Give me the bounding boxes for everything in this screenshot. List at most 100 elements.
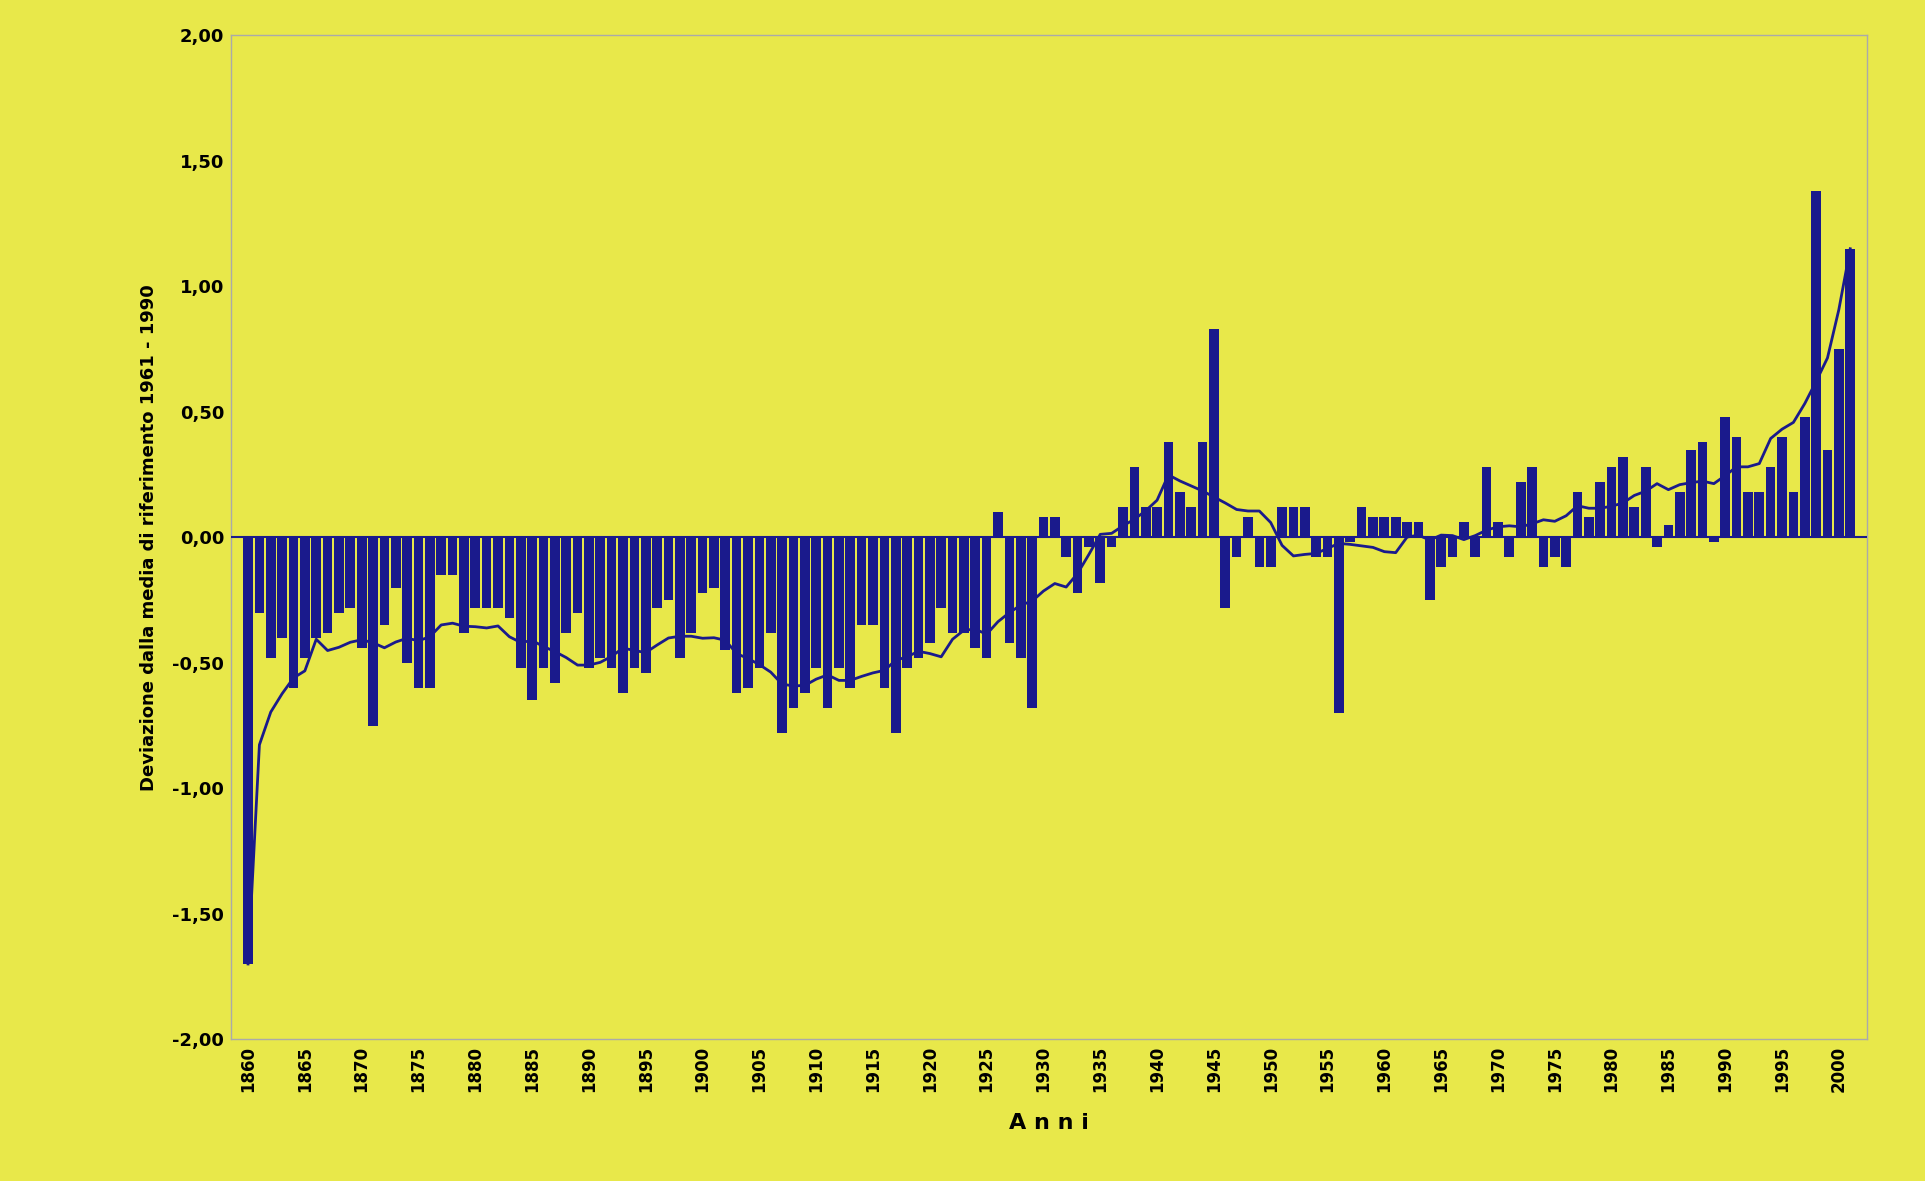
Bar <box>1322 537 1332 557</box>
Bar <box>1527 468 1536 537</box>
Bar <box>947 537 957 633</box>
Bar <box>766 537 776 633</box>
Bar <box>891 537 901 733</box>
Bar <box>755 537 764 668</box>
Y-axis label: Deviazione dalla media di riferimento 1961 - 1990: Deviazione dalla media di riferimento 19… <box>141 283 158 791</box>
Bar <box>1142 508 1151 537</box>
Bar <box>697 537 706 593</box>
Bar <box>1130 468 1140 537</box>
Bar <box>1401 522 1411 537</box>
Bar <box>1607 468 1617 537</box>
Bar <box>574 537 583 613</box>
Bar <box>1255 537 1265 568</box>
Bar <box>254 537 264 613</box>
Bar <box>1823 450 1833 537</box>
Bar <box>1550 537 1559 557</box>
Bar <box>789 537 799 709</box>
Bar <box>743 537 753 687</box>
Bar <box>606 537 616 668</box>
Bar <box>1267 537 1276 568</box>
Bar <box>1392 517 1401 537</box>
Bar <box>732 537 741 693</box>
Bar <box>243 537 252 964</box>
Bar <box>1505 537 1515 557</box>
Bar <box>936 537 945 607</box>
Bar <box>1698 442 1707 537</box>
Bar <box>1788 492 1798 537</box>
Bar <box>1640 468 1650 537</box>
Bar <box>1288 508 1297 537</box>
Bar <box>1721 417 1731 537</box>
Bar <box>868 537 878 625</box>
Bar <box>402 537 412 663</box>
Bar <box>1424 537 1434 600</box>
Bar <box>1276 508 1288 537</box>
Bar <box>379 537 389 625</box>
Bar <box>993 513 1003 537</box>
Bar <box>1413 522 1423 537</box>
Bar <box>676 537 685 658</box>
Bar <box>345 537 354 607</box>
Bar <box>1220 537 1230 607</box>
Bar <box>1515 482 1525 537</box>
Bar <box>1459 522 1469 537</box>
Bar <box>914 537 924 658</box>
Bar <box>425 537 435 687</box>
Bar <box>1663 524 1673 537</box>
Bar <box>1686 450 1696 537</box>
Bar <box>1584 517 1594 537</box>
Bar <box>551 537 560 683</box>
Bar <box>1072 537 1082 593</box>
Bar <box>1209 329 1219 537</box>
Bar <box>822 537 832 709</box>
Bar <box>1049 517 1059 537</box>
Bar <box>687 537 697 633</box>
Bar <box>1482 468 1492 537</box>
Bar <box>1754 492 1763 537</box>
X-axis label: A n n i: A n n i <box>1009 1114 1090 1134</box>
Bar <box>970 537 980 647</box>
Bar <box>277 537 287 638</box>
Bar <box>1494 522 1503 537</box>
Bar <box>1561 537 1571 568</box>
Bar <box>664 537 674 600</box>
Bar <box>1811 191 1821 537</box>
Bar <box>481 537 491 607</box>
Bar <box>1448 537 1457 557</box>
Bar <box>1040 517 1049 537</box>
Bar <box>504 537 514 618</box>
Bar <box>880 537 889 687</box>
Bar <box>1629 508 1640 537</box>
Bar <box>414 537 424 687</box>
Bar <box>1311 537 1321 557</box>
Bar <box>449 537 458 575</box>
Bar <box>1471 537 1480 557</box>
Bar <box>516 537 526 668</box>
Bar <box>629 537 639 668</box>
Bar <box>368 537 377 725</box>
Bar <box>356 537 366 647</box>
Bar <box>1244 517 1253 537</box>
Bar <box>493 537 502 607</box>
Bar <box>1095 537 1105 582</box>
Bar <box>834 537 843 668</box>
Bar <box>1835 350 1844 537</box>
Bar <box>1800 417 1809 537</box>
Bar <box>801 537 810 693</box>
Bar <box>845 537 855 687</box>
Bar <box>1732 437 1742 537</box>
Bar <box>618 537 628 693</box>
Bar <box>312 537 321 638</box>
Bar <box>1846 249 1856 537</box>
Bar <box>437 537 447 575</box>
Bar <box>926 537 936 642</box>
Bar <box>1777 437 1786 537</box>
Bar <box>1619 457 1629 537</box>
Bar <box>1765 468 1775 537</box>
Bar <box>1299 508 1309 537</box>
Bar <box>1084 537 1093 548</box>
Bar <box>1028 537 1038 709</box>
Bar <box>903 537 912 668</box>
Bar <box>527 537 537 700</box>
Bar <box>1709 537 1719 542</box>
